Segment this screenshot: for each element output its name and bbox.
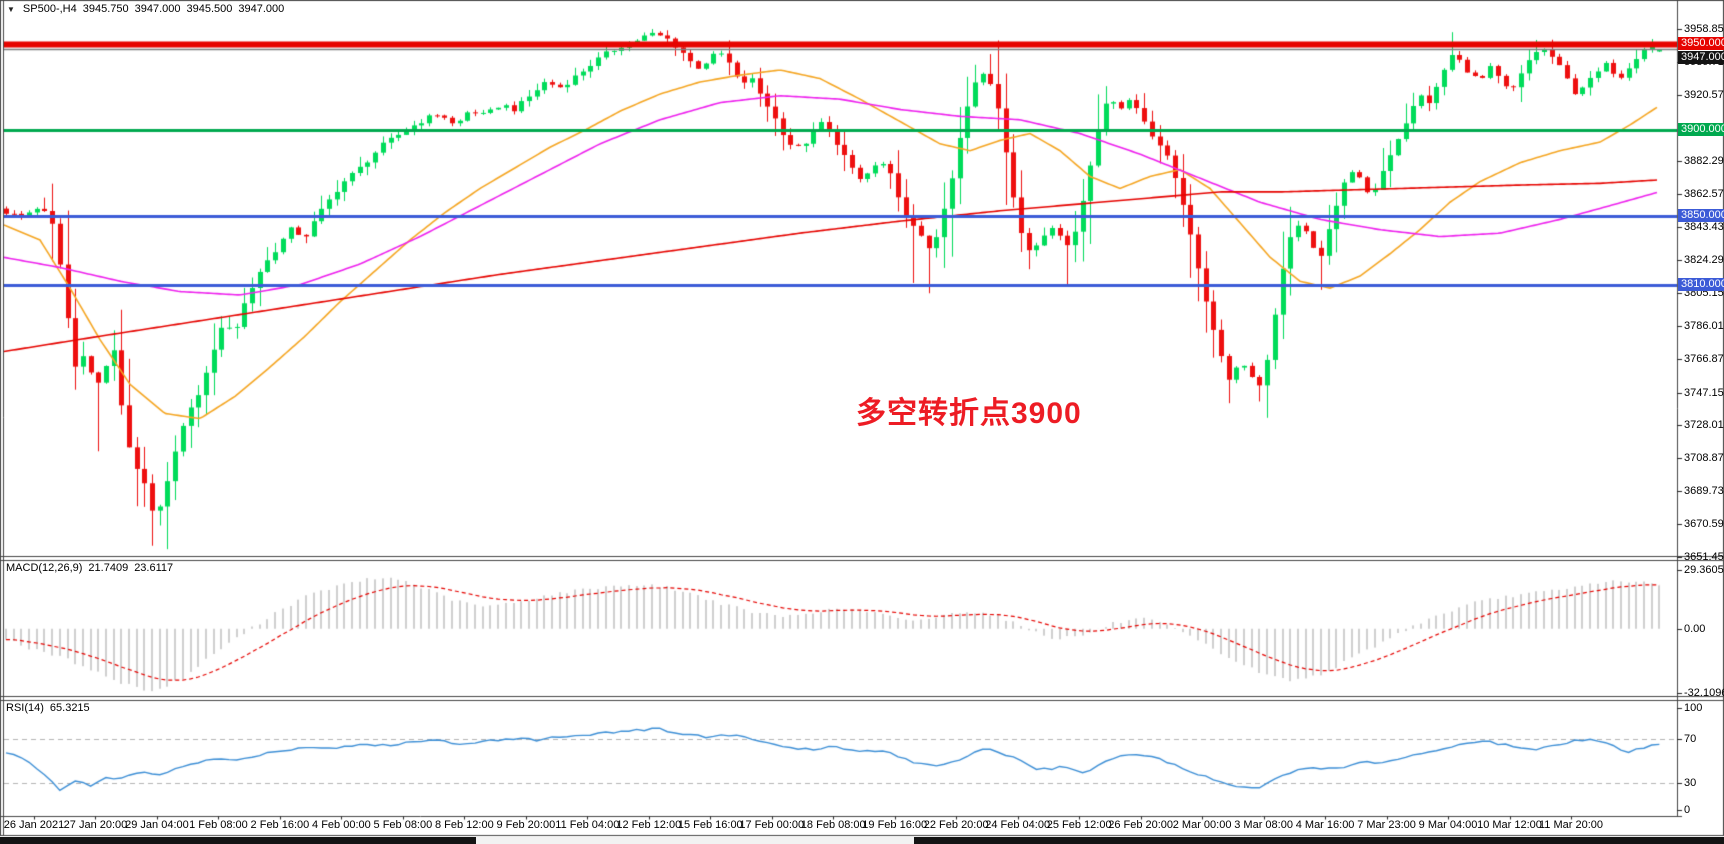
rsi-axis-label: 100 bbox=[1684, 702, 1703, 714]
price-axis-label: 3843.430 bbox=[1684, 221, 1724, 234]
time-axis-label: 3 Mar 08:00 bbox=[1234, 819, 1293, 831]
price-axis-label: 3728.010 bbox=[1684, 419, 1724, 432]
time-axis-label: 2 Feb 16:00 bbox=[250, 819, 310, 831]
price-axis-label: 3670.590 bbox=[1684, 518, 1724, 531]
time-axis-label: 10 Mar 12:00 bbox=[1477, 819, 1542, 831]
annotation-text[interactable]: 多空转折点3900 bbox=[856, 397, 1082, 430]
time-axis-label: 9 Mar 04:00 bbox=[1418, 819, 1478, 831]
price-axis-label: 3786.010 bbox=[1684, 319, 1724, 332]
rsi-name: RSI(14) bbox=[6, 702, 44, 714]
bottom-strip-segment bbox=[0, 837, 476, 844]
time-axis-label: 8 Feb 12:00 bbox=[435, 819, 494, 831]
rsi-axis-label: 70 bbox=[1684, 733, 1697, 745]
bottom-strip-segment bbox=[476, 837, 914, 844]
time-axis-label: 26 Jan 2021 bbox=[3, 819, 65, 831]
price-axis-label: 3689.730 bbox=[1684, 485, 1724, 498]
time-axis-label: 4 Mar 16:00 bbox=[1295, 819, 1355, 831]
rsi-value: 65.3215 bbox=[49, 702, 90, 714]
price-axis-label: 3766.870 bbox=[1684, 352, 1724, 365]
price-axis-label: 3958.850 bbox=[1684, 23, 1724, 35]
ohlc-open: 3945.750 bbox=[82, 3, 129, 15]
time-axis-label: 29 Jan 04:00 bbox=[125, 819, 189, 831]
time-axis-label: 12 Feb 12:00 bbox=[616, 819, 682, 831]
price-axis-label: 3747.150 bbox=[1684, 386, 1724, 399]
rsi-axis-label: 0 bbox=[1684, 804, 1691, 816]
time-axis-label: 18 Feb 08:00 bbox=[800, 819, 866, 831]
price-axis-label: 3651.450 bbox=[1684, 551, 1724, 563]
time-axis-label: 24 Feb 04:00 bbox=[985, 819, 1051, 831]
macd-signal-value: 23.6117 bbox=[134, 562, 174, 574]
time-axis-label: 11 Feb 04:00 bbox=[555, 819, 620, 831]
price-axis-label: 3862.570 bbox=[1684, 188, 1724, 201]
ohlc-high: 3947.000 bbox=[134, 3, 181, 15]
price-axis-label: 3882.290 bbox=[1684, 154, 1724, 167]
time-axis-label: 22 Feb 20:00 bbox=[923, 819, 989, 831]
time-axis-label: 15 Feb 16:00 bbox=[677, 819, 743, 831]
time-axis-label: 19 Feb 16:00 bbox=[862, 819, 928, 831]
time-axis-label: 26 Feb 20:00 bbox=[1108, 819, 1174, 831]
macd-axis-label: -32.1096 bbox=[1684, 687, 1724, 699]
macd-axis-label: 0.00 bbox=[1684, 622, 1706, 635]
symbol-period-label: SP500-,H4 bbox=[22, 3, 77, 15]
macd-name: MACD(12,26,9) bbox=[6, 562, 83, 574]
collapse-triangle-icon[interactable]: ▼ bbox=[7, 4, 15, 14]
price-axis-label: 3824.290 bbox=[1684, 254, 1724, 267]
price-badge-3950.000: 3950.000 bbox=[1678, 37, 1724, 51]
time-axis-label: 4 Feb 00:00 bbox=[312, 819, 371, 831]
time-axis-label: 7 Mar 23:00 bbox=[1357, 819, 1416, 831]
time-axis-label: 1 Feb 08:00 bbox=[189, 819, 248, 831]
price-axis-label: 3920.570 bbox=[1684, 88, 1724, 101]
ohlc-close: 3947.000 bbox=[238, 3, 285, 15]
time-axis-label: 2 Mar 00:00 bbox=[1172, 819, 1232, 831]
price-badge-3850.000: 3850.000 bbox=[1678, 208, 1724, 222]
time-axis-label: 17 Feb 00:00 bbox=[739, 819, 805, 831]
macd-indicator-label: MACD(12,26,9) 21.7409 23.6117 bbox=[6, 562, 173, 574]
time-axis-label: 27 Jan 20:00 bbox=[63, 819, 128, 831]
chart-header: ▼ SP500-,H4 3945.750 3947.000 3945.500 3… bbox=[7, 3, 284, 15]
rsi-indicator-label: RSI(14) 65.3215 bbox=[6, 702, 90, 714]
macd-value: 21.7409 bbox=[88, 562, 129, 574]
bottom-strip-segment bbox=[914, 837, 1724, 844]
time-axis-label: 25 Feb 12:00 bbox=[1046, 819, 1112, 831]
time-axis-label: 9 Feb 20:00 bbox=[496, 819, 556, 831]
rsi-axis-label: 30 bbox=[1684, 777, 1697, 789]
price-axis-label: 3708.870 bbox=[1684, 452, 1724, 465]
ohlc-low: 3945.500 bbox=[186, 3, 233, 15]
time-axis-label: 5 Feb 08:00 bbox=[373, 819, 433, 831]
price-badge-3947.000: 3947.000 bbox=[1678, 50, 1724, 64]
time-axis-label: 11 Mar 20:00 bbox=[1538, 819, 1604, 831]
price-badge-3900.000: 3900.000 bbox=[1678, 123, 1724, 137]
price-badge-3810.000: 3810.000 bbox=[1678, 277, 1724, 291]
macd-axis-label: 29.3605 bbox=[1684, 564, 1724, 576]
